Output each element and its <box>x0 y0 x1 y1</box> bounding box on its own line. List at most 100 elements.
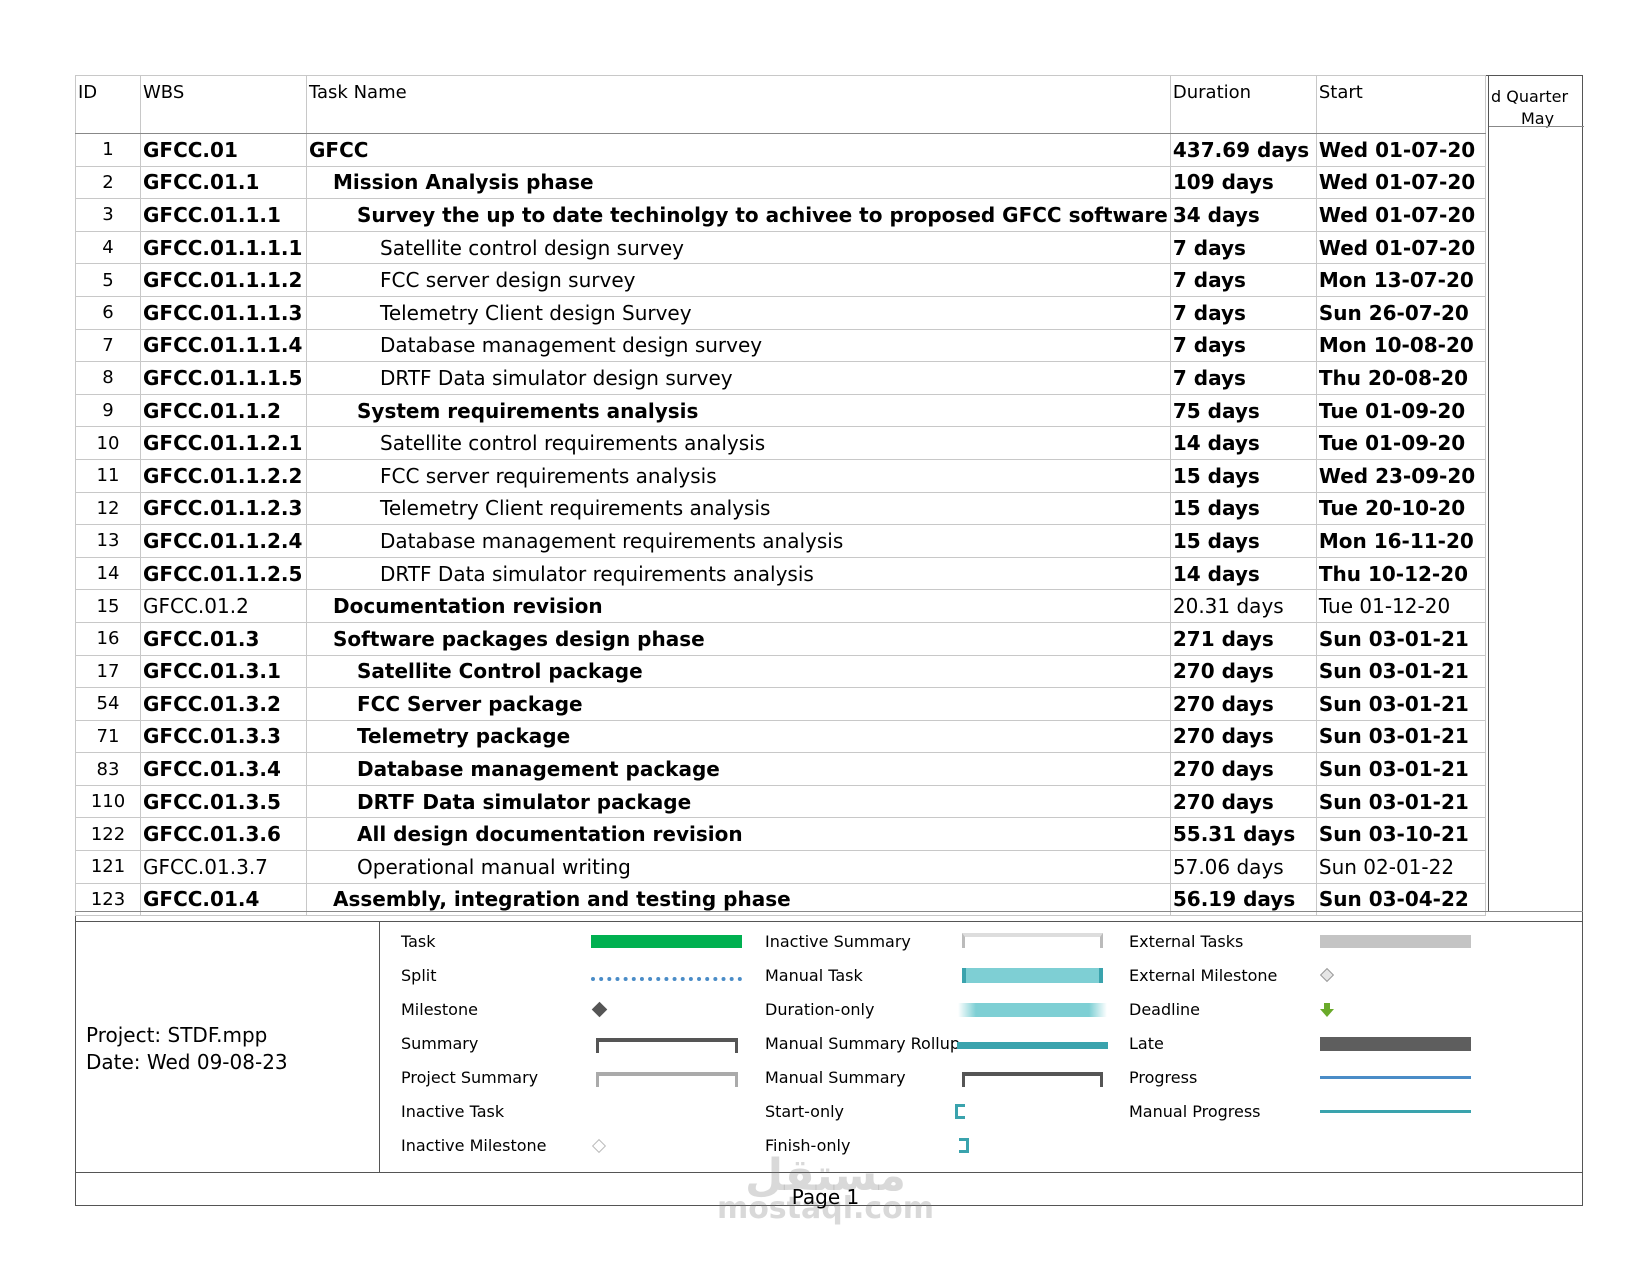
cell-start: Tue 20-10-20 <box>1315 491 1486 526</box>
cell-task-name: Satellite control design survey <box>306 230 1171 265</box>
cell-duration: 7 days <box>1169 295 1317 330</box>
table-row: 16 GFCC.01.3 Software packages design phas… <box>75 621 1486 656</box>
cell-id: 110 <box>75 784 141 819</box>
cell-wbs: GFCC.01.3.2 <box>140 687 307 721</box>
cell-start: Sun 03-01-21 <box>1315 752 1486 786</box>
table-row: 4 GFCC.01.1.1.1 Satellite control design s… <box>75 230 1486 265</box>
cell-start: Tue 01-12-20 <box>1315 589 1486 623</box>
timescale-month: May <box>1521 109 1555 128</box>
cell-task-name: Satellite Control package <box>306 654 1171 689</box>
cell-duration: 270 days <box>1169 687 1317 721</box>
legend-label-finish-only: Finish-only <box>765 1136 851 1155</box>
table-row: 15 GFCC.01.2 Documentation revision 20.31 d… <box>75 589 1486 623</box>
cell-id: 83 <box>75 752 141 786</box>
column-header-start: Start <box>1315 75 1486 134</box>
cell-start: Mon 10-08-20 <box>1315 328 1486 363</box>
table-row: 14 GFCC.01.1.2.5 DRTF Data simulator requi… <box>75 556 1486 591</box>
cell-wbs: GFCC.01.1 <box>140 165 307 200</box>
legend-label-deadline: Deadline <box>1129 1000 1200 1019</box>
cell-duration: 270 days <box>1169 719 1317 754</box>
table-row: 71 GFCC.01.3.3 Telemetry package 270 days Su… <box>75 719 1486 754</box>
cell-start: Sun 03-01-21 <box>1315 719 1486 754</box>
cell-id: 7 <box>75 328 141 363</box>
cell-task-name: DRTF Data simulator package <box>306 784 1171 819</box>
legend-label-task: Task <box>401 932 436 951</box>
cell-task-name: Database management requirements analysi… <box>306 524 1171 558</box>
timescale-quarter: d Quarter <box>1491 87 1569 106</box>
cell-id: 8 <box>75 361 141 395</box>
project-summary-bracket-icon <box>596 1072 738 1087</box>
manual-summary-bracket-icon <box>962 1072 1103 1087</box>
cell-task-name: FCC Server package <box>306 687 1171 721</box>
cell-duration: 34 days <box>1169 198 1317 232</box>
cell-wbs: GFCC.01.3.3 <box>140 719 307 754</box>
table-row: 10 GFCC.01.1.2.1 Satellite control require… <box>75 426 1486 460</box>
table-row: 123 GFCC.01.4 Assembly, integration and te… <box>75 882 1486 917</box>
cell-id: 10 <box>75 426 141 460</box>
cell-wbs: GFCC.01.1.2.3 <box>140 491 307 526</box>
column-header-task-name: Task Name <box>306 75 1171 134</box>
cell-start: Sun 03-04-22 <box>1315 882 1486 917</box>
start-only-bracket-icon <box>955 1104 965 1119</box>
cell-task-name: Documentation revision <box>306 589 1171 623</box>
cell-task-name: Telemetry Client requirements analysis <box>306 491 1171 526</box>
page-number: Page 1 <box>791 1185 860 1209</box>
cell-duration: 7 days <box>1169 263 1317 297</box>
cell-duration: 437.69 days <box>1169 133 1317 167</box>
cell-wbs: GFCC.01.2 <box>140 589 307 623</box>
cell-duration: 270 days <box>1169 752 1317 786</box>
project-info: Project: STDF.mpp Date: Wed 09-08-23 <box>86 1022 288 1076</box>
finish-only-bracket-icon <box>959 1138 969 1153</box>
cell-duration: 270 days <box>1169 654 1317 689</box>
watermark: مستقل mostaql.com <box>0 1150 1651 1226</box>
legend-label-inactive-summary: Inactive Summary <box>765 932 911 951</box>
cell-id: 123 <box>75 882 141 917</box>
cell-task-name: System requirements analysis <box>306 393 1171 428</box>
legend-label-milestone: Milestone <box>401 1000 478 1019</box>
cell-task-name: Satellite control requirements analysis <box>306 426 1171 460</box>
watermark-arabic: مستقل <box>745 1150 906 1201</box>
cell-task-name: Database management package <box>306 752 1171 786</box>
cell-start: Tue 01-09-20 <box>1315 426 1486 460</box>
cell-task-name: GFCC <box>306 133 1171 167</box>
manual-task-bar-icon <box>962 968 1103 983</box>
legend-label-duration-only: Duration-only <box>765 1000 875 1019</box>
manual-summary-rollup-bar-icon <box>957 1042 1108 1049</box>
cell-id: 54 <box>75 687 141 721</box>
legend-label-manual-progress: Manual Progress <box>1129 1102 1261 1121</box>
cell-start: Sun 26-07-20 <box>1315 295 1486 330</box>
cell-id: 121 <box>75 850 141 884</box>
cell-start: Sun 03-10-21 <box>1315 817 1486 852</box>
table-row: 7 GFCC.01.1.1.4 Database management design… <box>75 328 1486 363</box>
cell-task-name: Telemetry package <box>306 719 1171 754</box>
legend-label-external-tasks: External Tasks <box>1129 932 1244 951</box>
cell-id: 13 <box>75 524 141 558</box>
legend-label-summary: Summary <box>401 1034 479 1053</box>
cell-task-name: DRTF Data simulator design survey <box>306 361 1171 395</box>
cell-start: Sun 03-01-21 <box>1315 687 1486 721</box>
summary-bracket-icon <box>596 1038 738 1053</box>
cell-wbs: GFCC.01.1.2.2 <box>140 458 307 493</box>
cell-wbs: GFCC.01.1.1.3 <box>140 295 307 330</box>
cell-duration: 7 days <box>1169 230 1317 265</box>
cell-start: Mon 13-07-20 <box>1315 263 1486 297</box>
table-row: 122 GFCC.01.3.6 All design documentation r… <box>75 817 1486 852</box>
cell-start: Sun 03-01-21 <box>1315 654 1486 689</box>
cell-duration: 271 days <box>1169 621 1317 656</box>
cell-task-name: Software packages design phase <box>306 621 1171 656</box>
cell-start: Wed 01-07-20 <box>1315 230 1486 265</box>
task-bar-icon <box>591 935 742 948</box>
cell-id: 9 <box>75 393 141 428</box>
cell-task-name: Survey the up to date techinolgy to achi… <box>306 198 1171 232</box>
legend-label-manual-summary: Manual Summary <box>765 1068 906 1087</box>
table-row: 1 GFCC.01 GFCC 437.69 days Wed 01-07-20 <box>75 133 1486 167</box>
timescale-divider <box>1489 126 1584 127</box>
cell-duration: 15 days <box>1169 491 1317 526</box>
cell-start: Wed 23-09-20 <box>1315 458 1486 493</box>
cell-id: 14 <box>75 556 141 591</box>
cell-duration: 20.31 days <box>1169 589 1317 623</box>
legend-label-progress: Progress <box>1129 1068 1198 1087</box>
cell-duration: 57.06 days <box>1169 850 1317 884</box>
cell-wbs: GFCC.01.1.1.1 <box>140 230 307 265</box>
table-row: 5 GFCC.01.1.1.2 FCC server design survey 7 … <box>75 263 1486 297</box>
